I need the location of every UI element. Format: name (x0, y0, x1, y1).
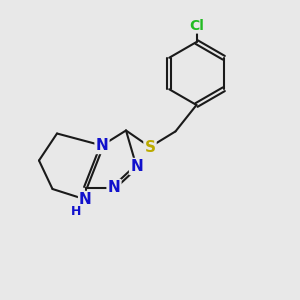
Text: N: N (79, 192, 92, 207)
Text: H: H (71, 205, 82, 218)
Text: N: N (130, 159, 143, 174)
Text: N: N (108, 180, 120, 195)
Text: S: S (145, 140, 155, 154)
Text: Cl: Cl (189, 19, 204, 32)
Text: N: N (96, 138, 108, 153)
